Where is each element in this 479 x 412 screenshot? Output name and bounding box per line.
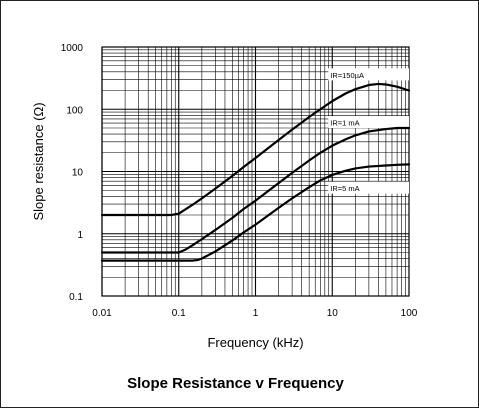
series-label-boxes <box>328 68 409 194</box>
series-label: IR=150µA <box>330 71 364 80</box>
chart-title: Slope Resistance v Frequency <box>127 375 344 392</box>
x-tick-label: 0.01 <box>92 308 112 319</box>
x-tick-label: 0.1 <box>172 308 186 319</box>
plot-border <box>101 46 410 297</box>
y-axis-label: Slope resistance (Ω) <box>31 102 46 220</box>
y-tick-label: 10 <box>72 168 84 179</box>
series-label: IR=5 mA <box>330 184 359 193</box>
y-tick-label: 100 <box>66 105 83 116</box>
x-tick-label: 10 <box>327 308 339 319</box>
series-label: IR=1 mA <box>330 119 359 128</box>
series-line <box>100 126 411 254</box>
series-label-bg <box>328 116 409 129</box>
tick-labels: 0.01 0.1 1 10 100 0.1 1 10 100 1000 <box>61 43 418 319</box>
x-tick-label: 100 <box>401 308 418 319</box>
series-lines: IR=150µA IR=1 mA IR=5 mA <box>100 71 411 262</box>
series-line <box>100 163 411 262</box>
x-tick-label: 1 <box>253 308 259 319</box>
major-gridlines <box>101 46 410 297</box>
x-axis-label: Frequency (kHz) <box>207 335 303 350</box>
y-tick-label: 1 <box>77 230 83 241</box>
series-label-bg <box>328 181 409 194</box>
series-line <box>100 82 411 217</box>
y-tick-label: 0.1 <box>69 292 83 303</box>
y-tick-label: 1000 <box>61 43 84 54</box>
series-label-bg <box>328 68 409 81</box>
